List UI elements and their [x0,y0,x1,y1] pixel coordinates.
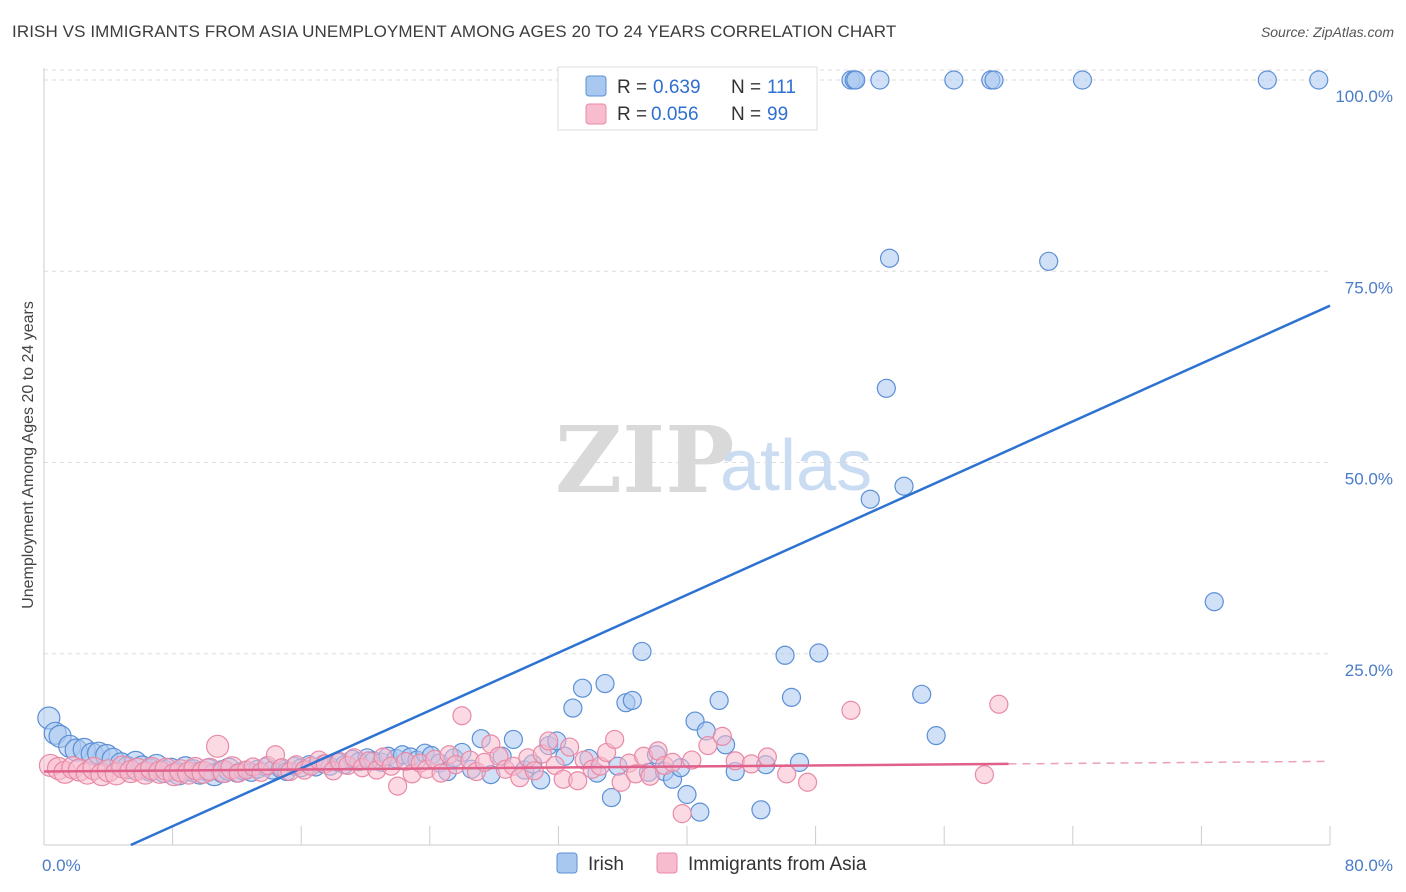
asia-point-73 [568,771,588,791]
irish-point-70 [572,678,593,698]
watermark-zip: ZIP [555,406,734,514]
irish-point-86 [690,802,710,822]
asia-point-92 [741,754,761,774]
asia-point-72 [560,737,580,757]
legend-n-label-irish: N = [731,77,761,98]
asia-point-48 [388,776,408,796]
bottom-legend-label-irish: Irish [588,854,624,875]
bottom-legend-swatch-asia [656,852,678,874]
irish-point-107 [944,70,964,90]
irish-point-94 [781,687,802,707]
gridlines [44,69,1330,655]
bottom-legend: Irish Immigrants from Asia [556,852,867,875]
legend-n-label-asia: N = [731,104,761,125]
irish-point-99 [870,70,890,90]
irish-point-96 [809,643,829,663]
legend-r-label-asia: R = [617,104,647,125]
trend-lines [43,304,1331,847]
irish-point-114 [1309,70,1329,90]
asia-trend-line [43,762,1009,773]
irish-point-112 [1204,592,1224,612]
irish-point-69 [563,698,583,718]
asia-point-90 [712,726,732,746]
irish-point-93 [775,645,795,665]
irish-point-77 [622,690,642,711]
asia-point-88 [682,750,702,770]
irish-point-113 [1257,70,1277,90]
irish-point-106 [926,726,946,746]
legend-n-value-irish: 111 [767,77,796,98]
irish-point-74 [601,787,622,808]
asia-point-87 [672,804,692,824]
legend-swatch-irish [585,75,607,97]
asia-point-57 [452,706,472,726]
asia-point-98 [989,694,1009,714]
x-tick-label-min: 0.0% [42,856,81,875]
x-tick-label-max: 80.0% [1345,856,1393,875]
irish-point-102 [860,489,880,509]
irish-point-84 [677,784,697,805]
legend-r-value-irish: 0.639 [653,77,701,98]
bottom-legend-label-asia: Immigrants from Asia [688,854,867,875]
irish-point-62 [503,729,523,750]
y-tick-label-1: 50.0% [1345,470,1393,489]
y-tick-labels: 25.0% 50.0% 75.0% 100.0% [1335,87,1393,680]
irish-point-109 [984,70,1004,90]
legend-swatch-asia [585,103,607,125]
asia-point-79 [611,772,631,792]
y-axis-title: Unemployment Among Ages 20 to 24 years [20,301,37,609]
irish-point-91 [751,800,771,820]
asia-point-23 [206,734,230,758]
irish-point-105 [912,684,932,704]
irish-point-88 [709,690,729,711]
asia-point-97 [974,765,994,785]
irish-point-95 [789,752,810,772]
asia-point-94 [777,764,797,784]
asia-point-67 [524,761,544,781]
irish-point-78 [632,641,652,662]
source-credit: Source: ZipAtlas.com [1260,24,1394,40]
legend-r-value-asia: 0.056 [651,104,699,125]
irish-point-73 [595,673,615,694]
y-tick-label-2: 75.0% [1345,278,1393,297]
asia-point-96 [841,700,861,720]
legend: R = 0.639 N = 111 R = 0.056 N = 99 [557,66,818,131]
irish-point-104 [894,476,914,496]
asia-point-95 [797,772,818,792]
y-tick-label-3: 100.0% [1335,87,1393,106]
legend-r-label-irish: R = [617,77,647,98]
asia-trend-extension [1008,760,1331,765]
asia-point-86 [662,752,683,772]
watermark: ZIP atlas [555,406,872,514]
legend-n-value-asia: 99 [767,104,788,125]
irish-point-111 [1072,70,1093,90]
asia-point-89 [698,735,718,756]
asia-point-93 [757,747,777,767]
watermark-atlas: atlas [720,426,872,506]
irish-point-100 [846,70,866,90]
asia-point-69 [539,731,559,751]
y-tick-label-0: 25.0% [1345,661,1393,680]
irish-trend-line [130,304,1331,847]
irish-point-101 [879,248,900,268]
irish-point-103 [876,378,896,398]
asia-point-78 [605,729,625,750]
bottom-legend-swatch-irish [556,852,578,874]
irish-point-110 [1039,251,1059,271]
chart-title: IRISH VS IMMIGRANTS FROM ASIA UNEMPLOYME… [12,22,897,41]
